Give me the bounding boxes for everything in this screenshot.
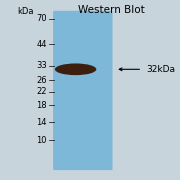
Text: Western Blot: Western Blot [78, 5, 145, 15]
Text: 18: 18 [36, 101, 47, 110]
Text: 32kDa: 32kDa [146, 65, 175, 74]
Text: 14: 14 [36, 118, 47, 127]
Text: 26: 26 [36, 76, 47, 85]
Text: 33: 33 [36, 61, 47, 70]
Text: 44: 44 [36, 40, 47, 49]
FancyBboxPatch shape [53, 11, 112, 170]
Text: 70: 70 [36, 14, 47, 23]
Text: 10: 10 [36, 136, 47, 145]
Text: 22: 22 [36, 87, 47, 96]
Ellipse shape [55, 64, 96, 75]
Text: kDa: kDa [17, 7, 33, 16]
